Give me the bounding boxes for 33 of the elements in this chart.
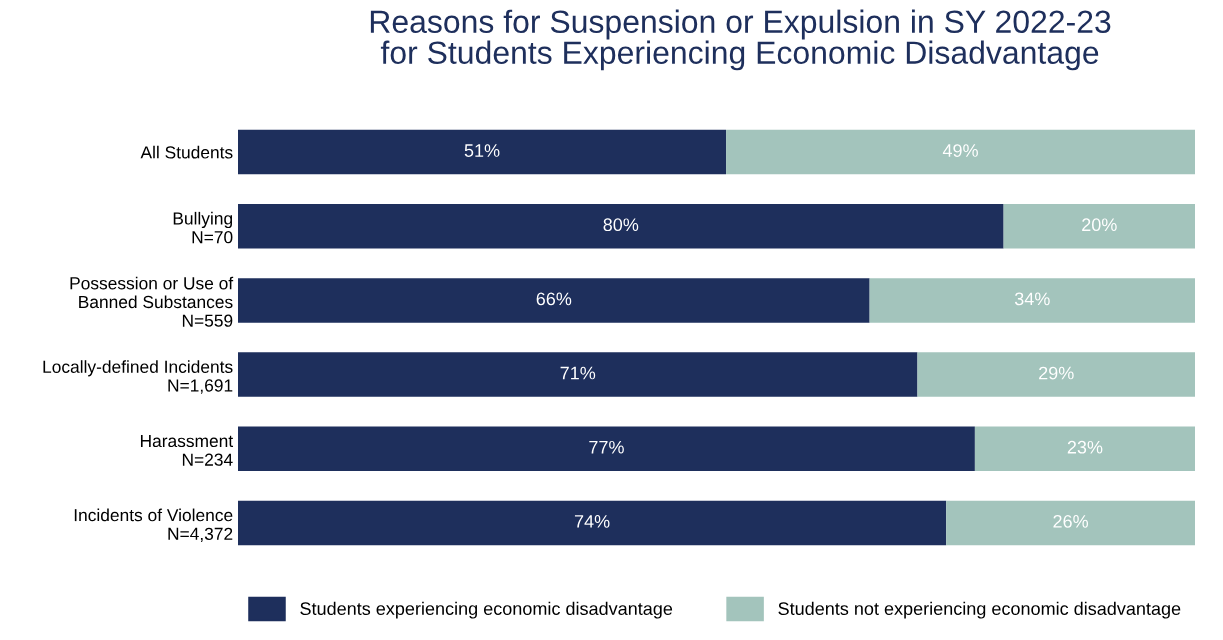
bar [238, 278, 870, 323]
data-label: 66% [536, 292, 572, 306]
data-label: 26% [1053, 514, 1089, 528]
y-tick-label: Harassment N=234 [140, 435, 234, 466]
bar [238, 500, 947, 546]
y-tick-label: Incidents of Violence N=4,372 [74, 508, 233, 543]
data-label: 20% [1082, 218, 1117, 232]
y-tick-label: Possession or Use of Banned Substances N=559 [70, 276, 234, 327]
bar [238, 352, 918, 397]
y-tick-label: All Students [140, 145, 233, 159]
bar [238, 426, 975, 471]
y-tick-label: Locally-defined Incidents N=1,691 [43, 360, 233, 394]
data-label: 51% [464, 144, 500, 157]
legend-label: Students experiencing economic disadvantage [300, 601, 673, 619]
bar [869, 278, 1195, 323]
bar [974, 426, 1195, 471]
bar [726, 129, 1195, 175]
bar [238, 204, 1004, 249]
bar [946, 500, 1195, 546]
bar [1003, 204, 1195, 249]
data-label: 34% [1014, 292, 1050, 306]
data-label: 49% [942, 144, 978, 157]
data-label: 29% [1039, 366, 1074, 380]
bar [238, 129, 727, 175]
chart-title: Reasons for Suspension or Expulsion in SY 2022-23 for Students Experiencing Economic Disadvantage [370, 9, 1111, 71]
legend-label: Students not experiencing economic disadvantage [778, 601, 1181, 619]
data-label: 77% [589, 440, 624, 454]
bar [917, 352, 1195, 397]
y-tick-label: Bullying N=70 [173, 211, 233, 244]
data-label: 71% [560, 366, 596, 380]
data-label: 23% [1067, 440, 1103, 454]
data-label: 80% [603, 218, 639, 232]
data-label: 74% [574, 515, 610, 528]
